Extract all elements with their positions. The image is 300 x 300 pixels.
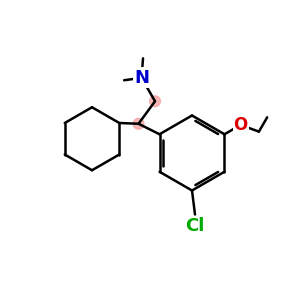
- Text: O: O: [233, 116, 248, 134]
- Text: N: N: [134, 69, 149, 87]
- Circle shape: [133, 118, 144, 129]
- Circle shape: [150, 96, 160, 106]
- Text: Cl: Cl: [185, 217, 205, 235]
